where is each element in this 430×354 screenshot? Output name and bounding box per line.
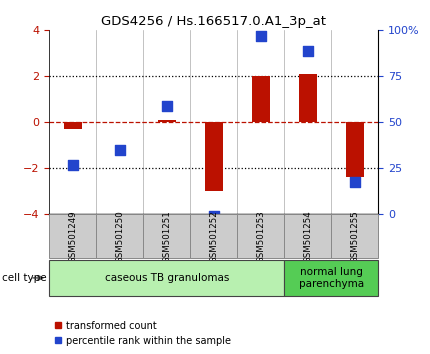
Bar [190,214,237,258]
Bar [252,76,270,122]
Point [258,33,264,39]
Legend: transformed count, percentile rank within the sample: transformed count, percentile rank withi… [54,321,231,346]
Bar [49,214,96,258]
Text: GSM501250: GSM501250 [115,210,124,263]
Bar [144,214,190,258]
Text: GSM501252: GSM501252 [209,210,218,263]
Text: GSM501251: GSM501251 [163,210,172,263]
Text: cell type: cell type [2,273,47,283]
Title: GDS4256 / Hs.166517.0.A1_3p_at: GDS4256 / Hs.166517.0.A1_3p_at [101,15,326,28]
Bar [284,260,378,296]
Bar [237,214,284,258]
Text: GSM501249: GSM501249 [68,210,77,263]
Bar [332,214,378,258]
Bar [298,74,317,122]
Point [70,162,77,167]
Bar [284,214,332,258]
Text: GSM501255: GSM501255 [350,210,359,263]
Point [351,179,358,185]
Point [163,103,170,109]
Bar [96,214,144,258]
Text: normal lung
parenchyma: normal lung parenchyma [299,267,364,289]
Point [117,147,123,153]
Point [211,213,217,219]
Text: GSM501253: GSM501253 [256,210,265,263]
Text: caseous TB granulomas: caseous TB granulomas [105,273,229,283]
Bar [64,122,83,129]
Bar [345,122,364,177]
Point [304,48,311,53]
Text: GSM501254: GSM501254 [304,210,313,263]
Bar [157,120,176,122]
Bar [49,260,284,296]
Bar [205,122,223,191]
